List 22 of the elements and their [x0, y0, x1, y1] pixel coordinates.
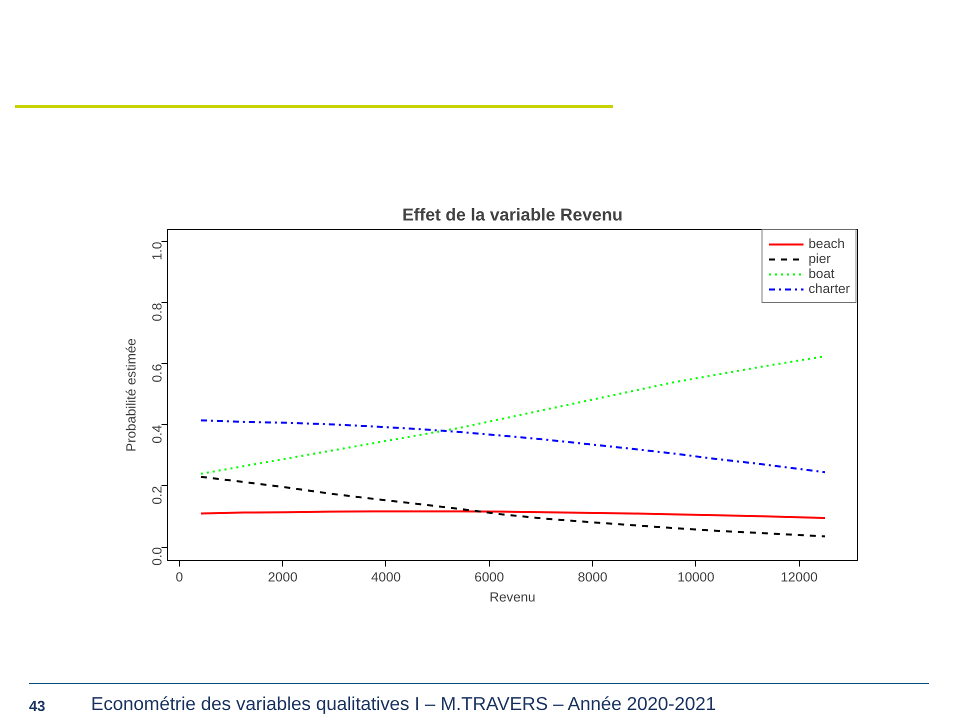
legend-label: boat: [808, 266, 834, 281]
x-axis-title: Revenu: [490, 590, 536, 604]
x-tick-label: 12000: [780, 570, 818, 584]
x-tick-label: 2000: [268, 570, 298, 584]
legend-label: pier: [808, 251, 831, 266]
y-tick-label: 0.0: [150, 547, 164, 566]
x-tick-label: 0: [176, 570, 184, 584]
chart-title: Effet de la variable Revenu: [402, 204, 623, 224]
text: Econométrie des variables qualitatives I – M.TRAVERS – Année 2020-2021: [91, 693, 716, 715]
x-tick-label: 4000: [371, 570, 401, 584]
y-tick-label: 0.6: [150, 364, 164, 382]
legend-label: beach: [808, 236, 845, 251]
x-tick-label: 6000: [474, 570, 504, 584]
text: 43: [29, 699, 46, 715]
x-tick-label: 10000: [677, 570, 714, 584]
y-axis-title: Probabilité estimée: [124, 338, 138, 452]
y-tick-label: 1.0: [150, 242, 164, 260]
legend-label: charter: [808, 281, 850, 296]
y-tick-label: 0.2: [150, 486, 164, 505]
y-tick-label: 0.4: [150, 424, 164, 444]
y-tick-label: 0.8: [150, 302, 164, 322]
x-tick-label: 8000: [578, 570, 608, 584]
